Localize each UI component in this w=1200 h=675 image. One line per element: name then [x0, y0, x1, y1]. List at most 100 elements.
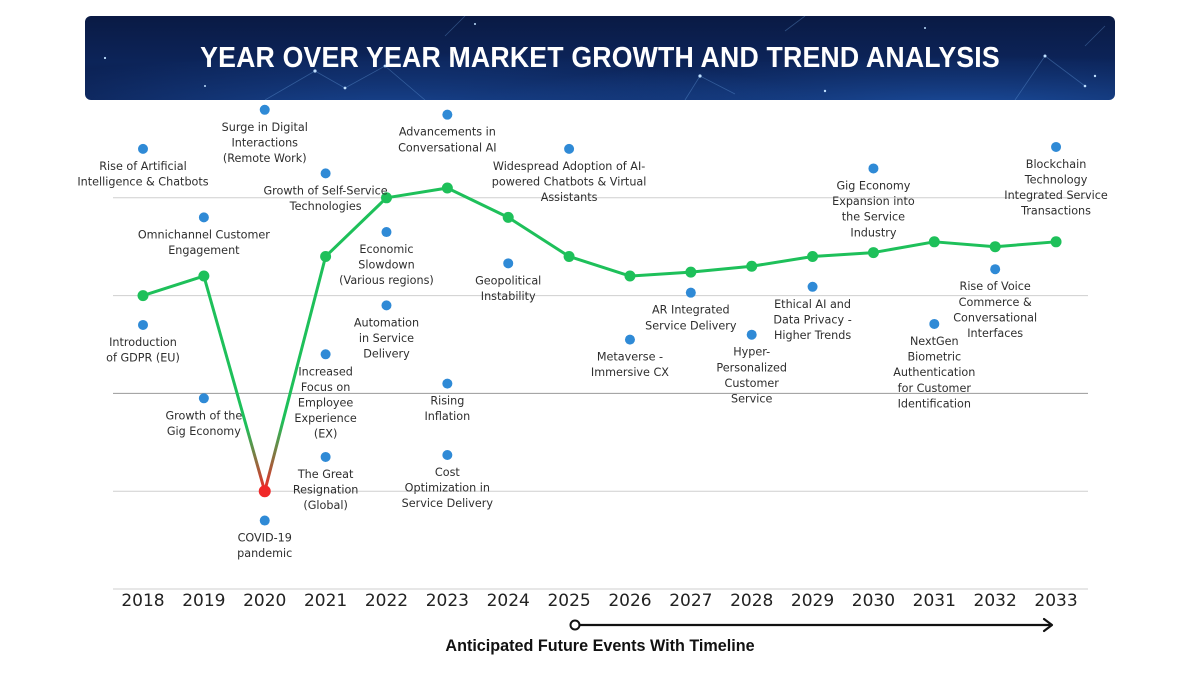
- future-timeline-arrow: [569, 617, 1054, 633]
- event-marker-icon[interactable]: [564, 143, 575, 154]
- data-point-2023[interactable]: [441, 182, 453, 194]
- event-annotation: Growth of Self-Service Technologies: [264, 168, 388, 213]
- event-label-line: (Global): [303, 499, 347, 512]
- event-label-line: in Service: [359, 332, 414, 345]
- event-marker-icon[interactable]: [624, 334, 635, 345]
- event-marker-icon[interactable]: [198, 212, 209, 223]
- event-marker-icon[interactable]: [868, 163, 879, 174]
- line-segment: [445, 186, 510, 219]
- event-annotation: Advancements in Conversational AI: [398, 109, 497, 154]
- event-annotation: Ethical AI and Data Privacy - Higher Trend…: [773, 281, 852, 342]
- event-label-line: Resignation: [293, 484, 359, 497]
- event-label-line: Rise of Artificial: [99, 160, 187, 173]
- data-point-2022[interactable]: [380, 192, 392, 204]
- event-label-line: Inflation: [424, 410, 470, 423]
- event-annotation: Rising Inflation: [424, 378, 470, 424]
- event-label-line: of GDPR (EU): [106, 352, 180, 365]
- event-label-line: for Customer: [898, 382, 972, 395]
- event-label: Economic Slowdown (Various regions): [339, 243, 434, 287]
- event-annotation: Automation in Service Delivery: [354, 300, 419, 361]
- event-annotation: COVID-19 pandemic: [237, 515, 292, 560]
- event-label-line: Customer: [725, 377, 780, 390]
- event-label-line: Economic: [359, 243, 413, 256]
- event-marker-icon[interactable]: [381, 227, 392, 238]
- data-point-2029[interactable]: [807, 250, 819, 262]
- data-point-2033[interactable]: [1050, 236, 1062, 248]
- line-segment: [202, 274, 267, 493]
- event-annotation: Hyper- Personalized Customer Service: [716, 329, 787, 406]
- event-label-line: Optimization in: [405, 482, 490, 495]
- event-marker-icon[interactable]: [442, 450, 453, 461]
- event-label-line: Interfaces: [967, 327, 1023, 340]
- x-tick-label: 2029: [791, 591, 834, 611]
- data-point-2030[interactable]: [867, 247, 879, 259]
- event-label-line: COVID-19: [238, 532, 292, 545]
- event-label: Growth of the Gig Economy: [165, 409, 242, 438]
- event-marker-icon[interactable]: [746, 329, 757, 340]
- line-segment: [689, 264, 754, 274]
- data-point-2031[interactable]: [928, 236, 940, 248]
- event-label-line: Omnichannel Customer: [138, 228, 270, 241]
- data-point-2032[interactable]: [989, 241, 1001, 253]
- data-point-2019[interactable]: [198, 270, 210, 282]
- event-marker-icon[interactable]: [1051, 141, 1062, 152]
- event-marker-icon[interactable]: [259, 515, 270, 526]
- event-annotation: Surge in Digital Interactions (Remote Work…: [222, 104, 308, 165]
- event-marker-icon[interactable]: [442, 378, 453, 389]
- data-point-2027[interactable]: [685, 266, 697, 278]
- event-marker-icon[interactable]: [320, 451, 331, 462]
- x-tick-label: 2019: [182, 591, 225, 611]
- timeline-arrowhead-icon: [1042, 617, 1054, 633]
- event-label-line: Gig Economy: [167, 425, 241, 438]
- line-segment: [750, 254, 815, 268]
- event-marker-icon[interactable]: [685, 287, 696, 298]
- chart-title: YEAR OVER YEAR MARKET GROWTH AND TREND A…: [200, 41, 1000, 74]
- event-annotation: Rise of Voice Commerce & Conversational Int…: [953, 264, 1037, 340]
- event-label: The Great Resignation (Global): [293, 468, 359, 512]
- event-marker-icon[interactable]: [442, 109, 453, 120]
- event-label-line: Metaverse -: [597, 351, 663, 364]
- line-segment: [567, 254, 632, 278]
- event-marker-icon[interactable]: [807, 281, 818, 292]
- event-marker-icon[interactable]: [138, 143, 148, 154]
- data-point-2028[interactable]: [746, 260, 758, 272]
- data-point-2024[interactable]: [502, 211, 514, 223]
- event-label-line: Interactions: [231, 136, 298, 149]
- event-label: Introduction of GDPR (EU): [106, 336, 180, 365]
- event-marker-icon[interactable]: [138, 319, 148, 330]
- data-point-2018[interactable]: [137, 290, 149, 302]
- event-label-line: Rising: [430, 395, 464, 408]
- data-point-2021[interactable]: [320, 250, 332, 262]
- event-label-line: Identification: [898, 397, 971, 410]
- event-marker-icon[interactable]: [990, 264, 1001, 275]
- event-label: Cost Optimization in Service Delivery: [402, 466, 494, 510]
- timeline-start-marker: [569, 619, 581, 631]
- event-label: Automation in Service Delivery: [354, 316, 419, 360]
- event-marker-icon[interactable]: [259, 104, 270, 115]
- x-tick-label: 2033: [1034, 591, 1077, 611]
- event-label-line: The Great: [297, 468, 354, 481]
- data-point-2026[interactable]: [624, 270, 636, 282]
- event-label: Rise of Artificial Intelligence & Chatbot…: [77, 160, 208, 189]
- event-label-line: Biometric: [907, 351, 961, 364]
- event-marker-icon[interactable]: [320, 168, 331, 179]
- event-label: Blockchain Technology Integrated Service Tr…: [1004, 158, 1108, 218]
- event-marker-icon[interactable]: [198, 393, 209, 404]
- event-marker-icon[interactable]: [929, 318, 940, 329]
- line-segment: [506, 215, 571, 258]
- event-label: Gig Economy Expansion into the Service Indu…: [832, 179, 915, 239]
- data-point-2025[interactable]: [563, 250, 575, 262]
- event-label-line: Industry: [850, 226, 896, 239]
- event-label-line: Increased: [298, 365, 352, 378]
- event-label: Rising Inflation: [424, 395, 470, 424]
- data-point-2020[interactable]: [258, 485, 271, 498]
- x-tick-label: 2027: [669, 591, 712, 611]
- network-background-graphic: [103, 16, 1106, 100]
- event-label-line: Widespread Adoption of AI-: [493, 160, 645, 173]
- event-label: Widespread Adoption of AI-powered Chatbo…: [492, 160, 647, 204]
- event-marker-icon[interactable]: [503, 258, 514, 269]
- event-label-line: Employee: [298, 396, 354, 409]
- event-label-line: Instability: [481, 290, 536, 303]
- event-marker-icon[interactable]: [381, 300, 392, 311]
- event-marker-icon[interactable]: [320, 349, 331, 360]
